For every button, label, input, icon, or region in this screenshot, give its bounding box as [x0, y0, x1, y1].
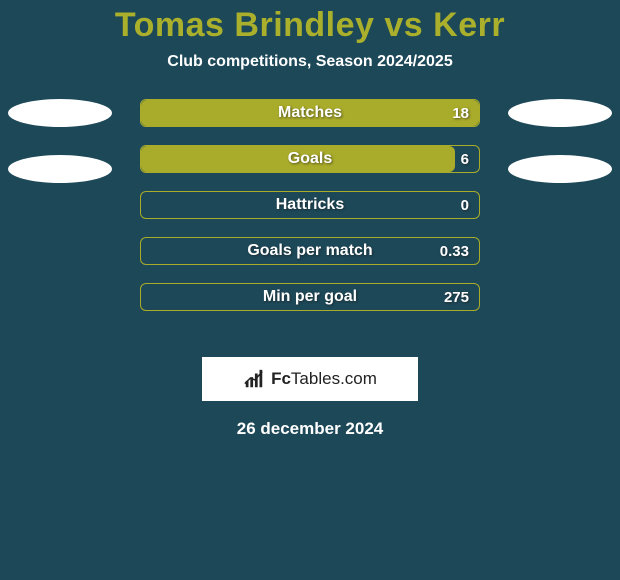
stat-value: 0.33	[440, 243, 469, 260]
player-oval-right-2	[508, 155, 612, 183]
right-placeholder-col	[500, 99, 620, 183]
stat-row-2: Hattricks0	[140, 191, 480, 219]
brand-logo-box: FcTables.com	[202, 357, 418, 401]
brand-rest: Tables.com	[291, 369, 377, 388]
stat-label: Goals per match	[141, 242, 479, 260]
stat-row-0: Matches18	[140, 99, 480, 127]
left-placeholder-col	[0, 99, 120, 183]
stat-value: 6	[461, 151, 469, 168]
page-title: Tomas Brindley vs Kerr	[0, 0, 620, 45]
bar-chart-icon	[243, 368, 265, 390]
player-oval-left-2	[8, 155, 112, 183]
stat-bars: Matches18 Goals6 Hattricks0 Goals per match…	[140, 99, 480, 311]
stat-value: 0	[461, 197, 469, 214]
stat-row-3: Goals per match0.33	[140, 237, 480, 265]
stat-value: 275	[444, 289, 469, 306]
stat-label: Min per goal	[141, 288, 479, 306]
stat-row-1: Goals6	[140, 145, 480, 173]
date-line: 26 december 2024	[0, 419, 620, 439]
stat-label: Hattricks	[141, 196, 479, 214]
subtitle: Club competitions, Season 2024/2025	[0, 53, 620, 71]
stats-area: Matches18 Goals6 Hattricks0 Goals per match…	[0, 99, 620, 337]
stat-fill	[141, 146, 455, 172]
player-oval-left-1	[8, 99, 112, 127]
stat-fill	[141, 100, 479, 126]
comparison-card: Tomas Brindley vs Kerr Club competitions…	[0, 0, 620, 580]
stat-row-4: Min per goal275	[140, 283, 480, 311]
brand-logo-text: FcTables.com	[271, 369, 377, 389]
player-oval-right-1	[508, 99, 612, 127]
brand-bold: Fc	[271, 369, 291, 388]
